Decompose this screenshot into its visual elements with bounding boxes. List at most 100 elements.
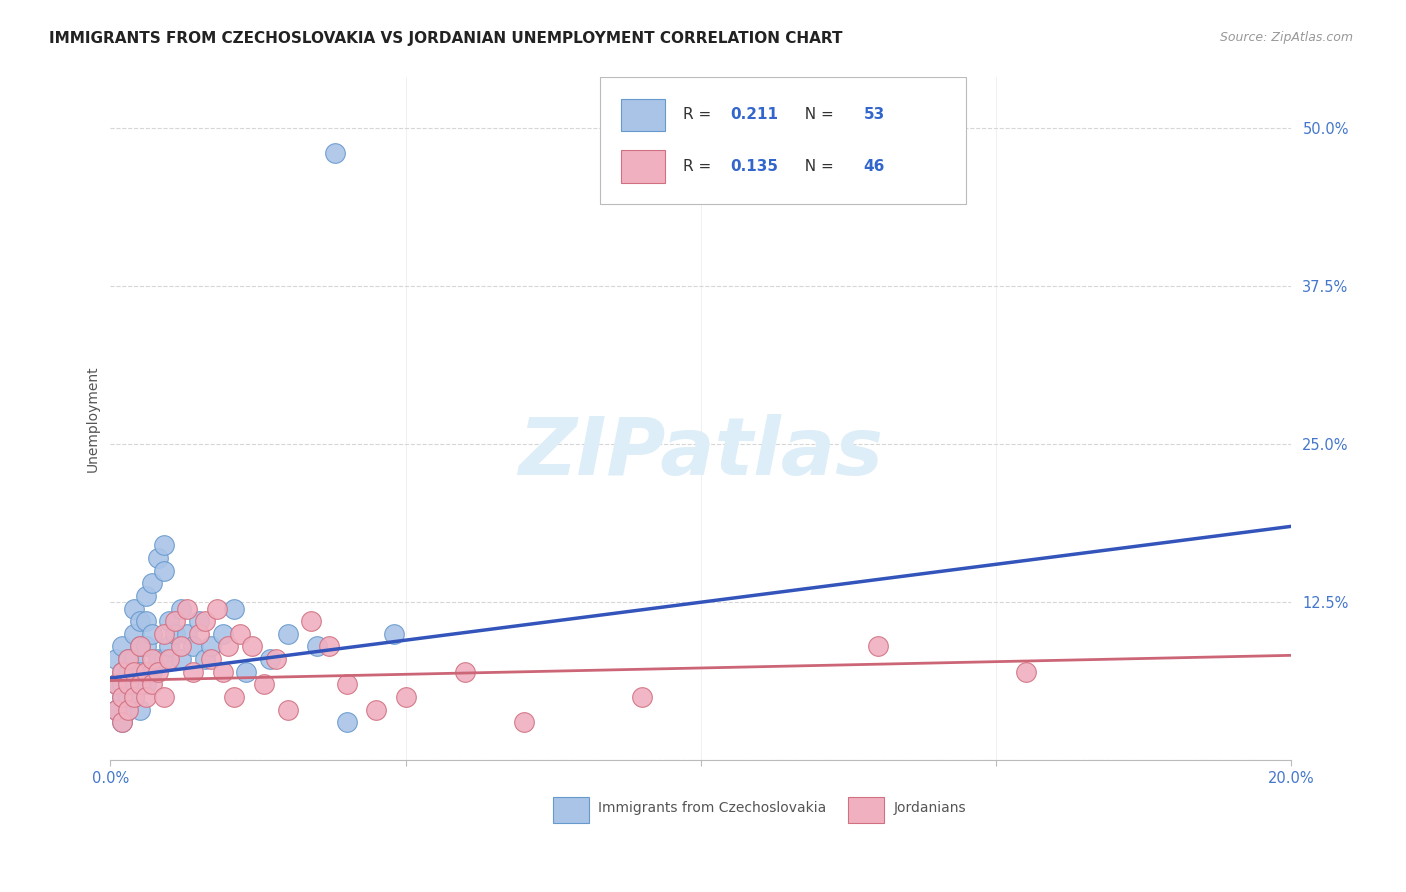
Point (165, 614, 187, 628)
Point (135, 690, 157, 704)
Point (224, 601, 246, 615)
Point (122, 690, 145, 704)
Point (229, 627, 252, 641)
Point (141, 627, 163, 641)
Point (453, 665, 475, 679)
Text: 0.135: 0.135 (730, 159, 779, 174)
Point (194, 614, 217, 628)
Point (111, 677, 134, 691)
Point (259, 652, 281, 666)
Point (159, 652, 181, 666)
Point (122, 665, 145, 679)
Point (235, 665, 257, 679)
Point (159, 640, 181, 654)
Point (211, 665, 233, 679)
Point (866, 640, 889, 654)
Point (170, 652, 193, 666)
Text: R =: R = (683, 108, 716, 122)
Point (129, 614, 152, 628)
Point (146, 652, 169, 666)
Point (141, 665, 163, 679)
Text: Immigrants from Czechoslovakia: Immigrants from Czechoslovakia (598, 801, 827, 815)
Point (181, 640, 204, 654)
Point (135, 640, 157, 654)
Y-axis label: Unemployment: Unemployment (86, 366, 100, 472)
Text: 46: 46 (863, 159, 886, 174)
Point (129, 640, 152, 654)
FancyBboxPatch shape (600, 78, 966, 203)
Point (200, 640, 222, 654)
Point (117, 652, 139, 666)
Point (111, 715, 134, 730)
Point (630, 690, 652, 704)
Point (111, 715, 134, 730)
Point (105, 703, 128, 717)
Point (152, 627, 174, 641)
Point (129, 640, 152, 654)
Point (188, 614, 211, 628)
Point (111, 690, 134, 704)
Point (152, 564, 174, 578)
Point (152, 690, 174, 704)
Text: 0.211: 0.211 (730, 108, 779, 122)
Bar (553, 797, 589, 823)
Point (117, 690, 139, 704)
Point (277, 703, 299, 717)
Point (146, 665, 169, 679)
Point (122, 652, 145, 666)
Point (318, 640, 340, 654)
Point (117, 677, 139, 691)
Point (117, 703, 139, 717)
Point (323, 146, 346, 161)
Point (122, 677, 145, 691)
Point (105, 703, 128, 717)
Point (165, 627, 187, 641)
Point (512, 715, 534, 730)
Point (111, 665, 134, 679)
Point (122, 627, 145, 641)
Point (135, 677, 157, 691)
Text: 53: 53 (863, 108, 884, 122)
Point (105, 677, 128, 691)
Point (335, 677, 357, 691)
Text: IMMIGRANTS FROM CZECHOSLOVAKIA VS JORDANIAN UNEMPLOYMENT CORRELATION CHART: IMMIGRANTS FROM CZECHOSLOVAKIA VS JORDAN… (49, 31, 842, 46)
Point (129, 665, 152, 679)
Point (135, 614, 157, 628)
Point (129, 703, 152, 717)
Text: R =: R = (683, 159, 716, 174)
Point (122, 690, 145, 704)
Point (218, 640, 240, 654)
Text: N =: N = (796, 159, 839, 174)
Point (170, 640, 193, 654)
Point (111, 690, 134, 704)
Point (205, 601, 228, 615)
Text: N =: N = (796, 108, 839, 122)
Point (335, 715, 357, 730)
Point (181, 665, 204, 679)
Point (240, 640, 263, 654)
Point (224, 690, 246, 704)
Point (394, 690, 416, 704)
Point (111, 640, 134, 654)
Point (382, 627, 405, 641)
Point (170, 601, 193, 615)
Point (159, 614, 181, 628)
Point (117, 652, 139, 666)
Point (152, 652, 174, 666)
Point (117, 665, 139, 679)
Point (105, 652, 128, 666)
Bar (620, 150, 665, 183)
Point (141, 652, 163, 666)
Point (277, 627, 299, 641)
Point (188, 627, 211, 641)
Point (146, 551, 169, 566)
Point (111, 665, 134, 679)
Point (299, 614, 322, 628)
Bar (848, 797, 884, 823)
Point (152, 538, 174, 552)
Point (129, 677, 152, 691)
Point (211, 627, 233, 641)
Point (176, 601, 198, 615)
Point (1014, 665, 1036, 679)
Point (176, 627, 198, 641)
